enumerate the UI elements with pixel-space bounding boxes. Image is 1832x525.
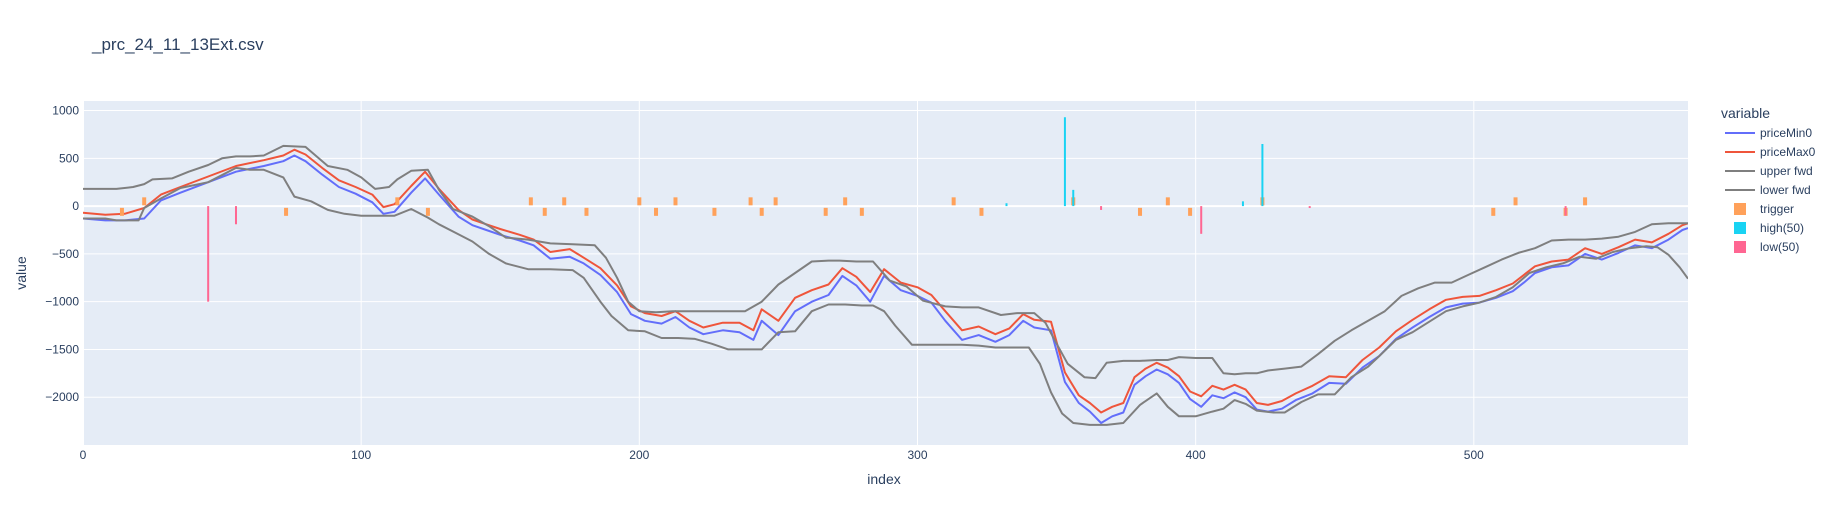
bar-low-50 (1100, 206, 1103, 210)
trigger-marker (979, 207, 984, 216)
bar-low-50 (1564, 206, 1567, 216)
legend-swatch-high-50 (1734, 222, 1746, 234)
x-tick-label: 400 (1186, 448, 1206, 462)
x-tick-label: 200 (629, 448, 649, 462)
trigger-marker (395, 197, 400, 206)
chart-title: _prc_24_11_13Ext.csv (91, 35, 264, 54)
x-tick-label: 300 (907, 448, 927, 462)
series-line-lower-fwd (83, 166, 1688, 426)
y-tick-label: −1500 (45, 342, 79, 356)
x-tick-label: 500 (1464, 448, 1484, 462)
trigger-marker (673, 197, 678, 206)
x-axis-ticks: 0 100 200 300 400 500 (80, 448, 1484, 462)
legend-swatch-trigger (1734, 203, 1746, 215)
trigger-marker (823, 207, 828, 216)
legend-item-low-50[interactable]: low(50) (1760, 240, 1799, 254)
trigger-marker (542, 207, 547, 216)
trigger-marker (528, 197, 533, 206)
legend-item-high-50[interactable]: high(50) (1760, 221, 1804, 235)
y-tick-label: 1000 (52, 104, 79, 118)
series-line-pricemax0 (83, 148, 1688, 414)
legend-item-lower-fwd[interactable]: lower fwd (1760, 183, 1811, 197)
y-tick-label: −2000 (45, 390, 79, 404)
series-layer (83, 117, 1688, 426)
trigger-marker (748, 197, 753, 206)
legend-item-pricemax0[interactable]: priceMax0 (1760, 145, 1816, 159)
bar-high-50 (1261, 144, 1264, 207)
y-tick-label: 0 (72, 199, 79, 213)
trigger-marker (654, 207, 659, 216)
trigger-marker (1491, 207, 1496, 216)
trigger-marker (773, 197, 778, 206)
trigger-marker (584, 207, 589, 216)
y-tick-label: 500 (59, 151, 79, 165)
x-axis-title: index (867, 471, 900, 487)
y-axis-ticks: 1000 500 0 −500 −1000 −1500 −2000 (45, 104, 79, 405)
y-tick-label: −1000 (45, 295, 79, 309)
trigger-marker (637, 197, 642, 206)
legend-item-trigger[interactable]: trigger (1760, 202, 1794, 216)
legend-item-pricemin0[interactable]: priceMin0 (1760, 126, 1812, 140)
legend-swatch-low-50 (1734, 241, 1746, 253)
y-axis-title: value (13, 256, 29, 290)
plot-background (83, 101, 1688, 445)
y-tick-label: −500 (52, 247, 79, 261)
bar-high-50 (1241, 201, 1244, 207)
legend-item-upper-fwd[interactable]: upper fwd (1760, 164, 1813, 178)
trigger-marker (859, 207, 864, 216)
trigger-marker (843, 197, 848, 206)
trigger-marker (562, 197, 567, 206)
trigger-marker (1165, 197, 1170, 206)
trigger-marker (1188, 207, 1193, 216)
trigger-marker (1513, 197, 1518, 206)
trigger-marker (951, 197, 956, 206)
trigger-marker (142, 197, 147, 206)
bar-low-50 (207, 206, 210, 302)
series-line-pricemin0 (83, 154, 1688, 424)
x-tick-label: 100 (351, 448, 371, 462)
trigger-marker (759, 207, 764, 216)
trigger-marker (1138, 207, 1143, 216)
trigger-marker (284, 207, 289, 216)
bar-low-50 (234, 206, 237, 225)
x-tick-label: 0 (80, 448, 87, 462)
legend-title: variable (1721, 105, 1770, 121)
bar-high-50 (1005, 203, 1008, 207)
bar-low-50 (1308, 206, 1311, 209)
bar-high-50 (1072, 189, 1075, 207)
trigger-marker (1583, 197, 1588, 206)
bar-high-50 (1063, 117, 1066, 207)
trigger-marker (712, 207, 717, 216)
series-line-upper-fwd (83, 144, 1688, 380)
trigger-marker (119, 207, 124, 216)
trigger-marker (425, 207, 430, 216)
bar-low-50 (1200, 206, 1203, 234)
legend: variable priceMin0 priceMax0 upper fwd lowe… (1721, 105, 1816, 254)
